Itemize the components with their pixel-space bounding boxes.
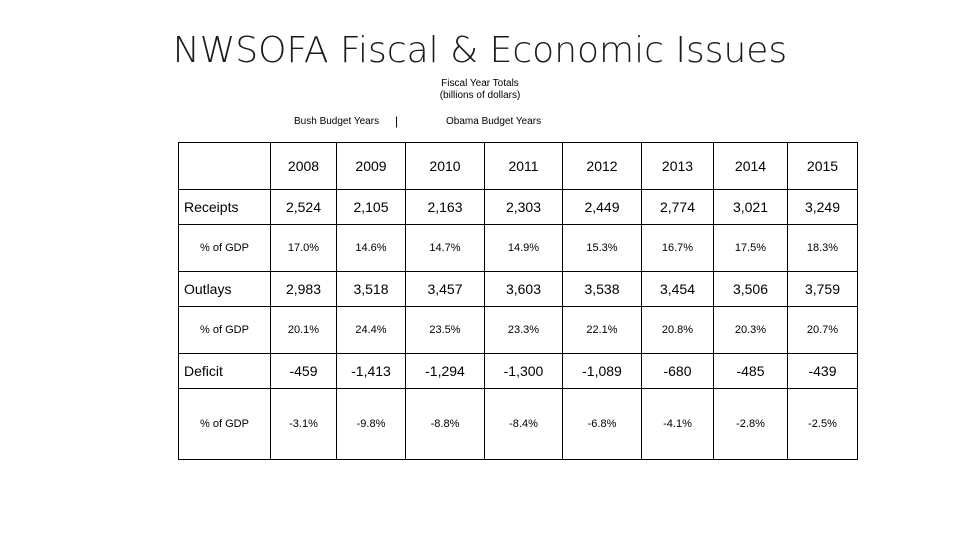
table-cell: 3,538: [562, 271, 642, 307]
table-row: % of GDP 17.0% 14.6% 14.7% 14.9% 15.3% 1…: [178, 224, 858, 272]
table-cell: -8.4%: [484, 388, 563, 460]
year-header: 2011: [484, 142, 563, 190]
table-cell: 17.0%: [270, 224, 337, 272]
fiscal-table: 2008 2009 2010 2011 2012 2013 2014 2015 …: [178, 142, 858, 460]
table-cell: 20.8%: [641, 306, 714, 354]
table-cell: -485: [713, 353, 788, 389]
table-cell: 3,759: [787, 271, 858, 307]
year-header: 2008: [270, 142, 337, 190]
year-header: 2012: [562, 142, 642, 190]
year-header: 2013: [641, 142, 714, 190]
row-label: Receipts: [178, 189, 271, 225]
table-row: Receipts 2,524 2,105 2,163 2,303 2,449 2…: [178, 189, 858, 225]
table-units: (billions of dollars): [439, 90, 521, 101]
row-label: Deficit: [178, 353, 271, 389]
table-cell: -1,089: [562, 353, 642, 389]
table-row: % of GDP 20.1% 24.4% 23.5% 23.3% 22.1% 2…: [178, 306, 858, 354]
table-cell: 3,249: [787, 189, 858, 225]
table-cell: 3,506: [713, 271, 788, 307]
table-cell: 24.4%: [336, 306, 406, 354]
table-cell: 2,105: [336, 189, 406, 225]
table-cell: 23.3%: [484, 306, 563, 354]
table-cell: 15.3%: [562, 224, 642, 272]
table-caption: Fiscal Year Totals: [441, 78, 519, 89]
table-cell: -2.8%: [713, 388, 788, 460]
page-title: NWSOFA Fiscal & Economic Issues: [172, 30, 788, 71]
table-cell: 2,524: [270, 189, 337, 225]
table-cell: 20.7%: [787, 306, 858, 354]
table-cell: -680: [641, 353, 714, 389]
table-cell: -459: [270, 353, 337, 389]
table-cell: 18.3%: [787, 224, 858, 272]
table-cell: -1,413: [336, 353, 406, 389]
row-label: % of GDP: [178, 306, 271, 354]
table-cell: -1,294: [405, 353, 485, 389]
table-cell: 2,449: [562, 189, 642, 225]
table-cell: 17.5%: [713, 224, 788, 272]
table-row: % of GDP -3.1% -9.8% -8.8% -8.4% -6.8% -…: [178, 388, 858, 460]
table-row: Deficit -459 -1,413 -1,294 -1,300 -1,089…: [178, 353, 858, 389]
table-cell: 14.7%: [405, 224, 485, 272]
table-cell: 23.5%: [405, 306, 485, 354]
table-cell: 3,021: [713, 189, 788, 225]
table-cell: 3,518: [336, 271, 406, 307]
table-cell: 2,163: [405, 189, 485, 225]
year-header: 2009: [336, 142, 406, 190]
obama-years-label: Obama Budget Years: [446, 116, 542, 127]
table-cell: 16.7%: [641, 224, 714, 272]
year-header: 2010: [405, 142, 485, 190]
table-cell: 2,983: [270, 271, 337, 307]
year-header: 2015: [787, 142, 858, 190]
table-cell: -439: [787, 353, 858, 389]
table-cell: 3,454: [641, 271, 714, 307]
table-cell: -4.1%: [641, 388, 714, 460]
table-cell: 20.1%: [270, 306, 337, 354]
table-cell: -1,300: [484, 353, 563, 389]
era-divider: |: [395, 114, 399, 128]
table-cell: 3,457: [405, 271, 485, 307]
year-header: 2014: [713, 142, 788, 190]
table-cell: 2,774: [641, 189, 714, 225]
table-cell: 3,603: [484, 271, 563, 307]
table-cell: 20.3%: [713, 306, 788, 354]
table-row: Outlays 2,983 3,518 3,457 3,603 3,538 3,…: [178, 271, 858, 307]
row-label: % of GDP: [178, 388, 271, 460]
corner-cell: [178, 142, 271, 190]
bush-years-label: Bush Budget Years: [294, 116, 380, 127]
row-label: Outlays: [178, 271, 271, 307]
table-cell: -3.1%: [270, 388, 337, 460]
table-cell: 2,303: [484, 189, 563, 225]
table-cell: -9.8%: [336, 388, 406, 460]
table-cell: 22.1%: [562, 306, 642, 354]
row-label: % of GDP: [178, 224, 271, 272]
table-cell: -8.8%: [405, 388, 485, 460]
table-cell: 14.6%: [336, 224, 406, 272]
table-cell: 14.9%: [484, 224, 563, 272]
table-cell: -6.8%: [562, 388, 642, 460]
table-cell: -2.5%: [787, 388, 858, 460]
year-header-row: 2008 2009 2010 2011 2012 2013 2014 2015: [178, 142, 858, 190]
